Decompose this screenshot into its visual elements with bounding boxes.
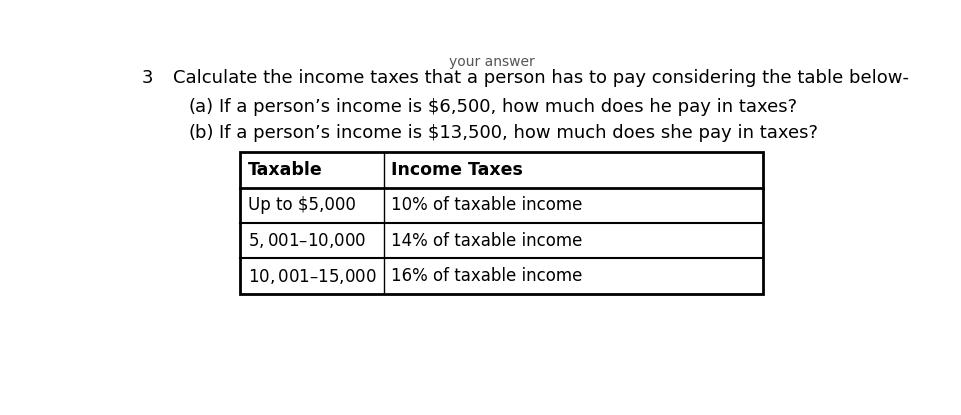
Text: $5,001–$10,000: $5,001–$10,000 xyxy=(248,231,366,250)
Text: $10,001–$15,000: $10,001–$15,000 xyxy=(248,267,377,286)
Text: Calculate the income taxes that a person has to pay considering the table below-: Calculate the income taxes that a person… xyxy=(173,69,909,87)
Text: (a): (a) xyxy=(188,98,213,116)
Bar xyxy=(240,152,763,294)
Text: (b): (b) xyxy=(188,124,214,142)
Text: If a person’s income is $13,500, how much does she pay in taxes?: If a person’s income is $13,500, how muc… xyxy=(219,124,819,142)
Text: 3: 3 xyxy=(142,69,154,87)
Text: 14% of taxable income: 14% of taxable income xyxy=(391,232,582,250)
Text: your answer: your answer xyxy=(449,55,535,69)
Text: 16% of taxable income: 16% of taxable income xyxy=(391,267,582,285)
Text: Up to $5,000: Up to $5,000 xyxy=(248,196,356,214)
Text: Income Taxes: Income Taxes xyxy=(391,161,523,179)
Text: If a person’s income is $6,500, how much does he pay in taxes?: If a person’s income is $6,500, how much… xyxy=(219,98,798,116)
Text: Taxable: Taxable xyxy=(248,161,323,179)
Text: 10% of taxable income: 10% of taxable income xyxy=(391,196,582,214)
